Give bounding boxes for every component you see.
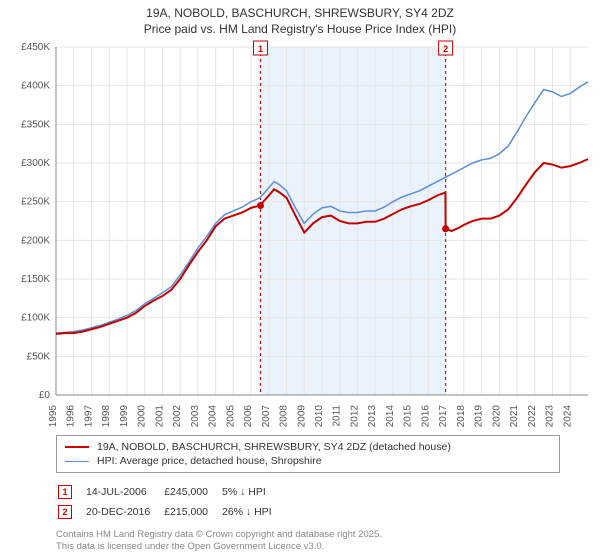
svg-text:2009: 2009	[296, 405, 307, 428]
marker-table: 1 14-JUL-2006£245,0005% ↓ HPI 2 20-DEC-2016…	[56, 481, 286, 523]
svg-text:£200K: £200K	[21, 236, 50, 247]
svg-text:1996: 1996	[66, 405, 77, 428]
marker-row: 2 20-DEC-2016£215,00026% ↓ HPI	[58, 503, 284, 521]
svg-text:2000: 2000	[137, 405, 148, 428]
legend-swatch-property	[65, 446, 89, 448]
svg-text:2005: 2005	[225, 405, 236, 428]
marker-badge: 1	[58, 485, 72, 499]
svg-text:2014: 2014	[385, 405, 396, 428]
marker-row: 1 14-JUL-2006£245,0005% ↓ HPI	[58, 483, 284, 501]
svg-text:1: 1	[258, 44, 263, 54]
legend-swatch-hpi	[65, 461, 89, 462]
svg-text:2010: 2010	[314, 405, 325, 428]
footer-line2: This data is licensed under the Open Gov…	[56, 541, 560, 552]
svg-text:£300K: £300K	[21, 158, 50, 169]
svg-text:2: 2	[443, 44, 448, 54]
svg-text:2003: 2003	[190, 405, 201, 428]
svg-text:2011: 2011	[332, 405, 343, 427]
svg-text:2022: 2022	[527, 405, 538, 428]
marker-badge: 2	[58, 505, 72, 519]
legend-row-hpi: HPI: Average price, detached house, Shro…	[65, 454, 551, 468]
svg-text:2007: 2007	[261, 405, 272, 428]
svg-text:2002: 2002	[172, 405, 183, 428]
chart-area: £0 £50K £100K £150K £200K £250K £300K £350K £400…	[0, 39, 600, 429]
title-line2: Price paid vs. HM Land Registry's House …	[8, 22, 592, 38]
svg-text:£450K: £450K	[21, 42, 50, 53]
legend-label-property: 19A, NOBOLD, BASCHURCH, SHREWSBURY, SY4 …	[97, 441, 451, 453]
svg-text:£50K: £50K	[27, 352, 51, 363]
svg-text:2012: 2012	[349, 405, 360, 428]
svg-text:2015: 2015	[403, 405, 414, 428]
legend: 19A, NOBOLD, BASCHURCH, SHREWSBURY, SY4 …	[56, 435, 560, 473]
title-line1: 19A, NOBOLD, BASCHURCH, SHREWSBURY, SY4 …	[8, 6, 592, 22]
footer-line1: Contains HM Land Registry data © Crown c…	[56, 529, 560, 540]
svg-text:£0: £0	[39, 390, 51, 401]
svg-text:£250K: £250K	[21, 197, 50, 208]
svg-text:2006: 2006	[243, 405, 254, 428]
marker-delta: 26% ↓ HPI	[222, 503, 284, 521]
footer: Contains HM Land Registry data © Crown c…	[56, 529, 560, 552]
svg-text:2017: 2017	[438, 405, 449, 428]
legend-row-property: 19A, NOBOLD, BASCHURCH, SHREWSBURY, SY4 …	[65, 440, 551, 454]
svg-text:2020: 2020	[491, 405, 502, 428]
svg-text:1998: 1998	[101, 405, 112, 428]
chart-title: 19A, NOBOLD, BASCHURCH, SHREWSBURY, SY4 …	[0, 0, 600, 39]
svg-text:2013: 2013	[367, 405, 378, 428]
svg-text:2004: 2004	[208, 405, 219, 428]
svg-text:2019: 2019	[474, 405, 485, 428]
svg-text:2023: 2023	[545, 405, 556, 428]
marker-price: £245,000	[164, 483, 220, 501]
svg-text:2018: 2018	[456, 405, 467, 428]
svg-text:2008: 2008	[279, 405, 290, 428]
svg-text:2001: 2001	[154, 405, 165, 428]
legend-label-hpi: HPI: Average price, detached house, Shro…	[97, 455, 322, 467]
svg-text:£350K: £350K	[21, 120, 50, 131]
marker-date: 14-JUL-2006	[86, 483, 162, 501]
svg-text:2024: 2024	[562, 405, 573, 428]
svg-text:1999: 1999	[119, 405, 130, 428]
svg-text:£150K: £150K	[21, 274, 50, 285]
svg-text:£400K: £400K	[21, 81, 50, 92]
marker-delta: 5% ↓ HPI	[222, 483, 284, 501]
svg-text:2021: 2021	[509, 405, 520, 428]
svg-text:1997: 1997	[83, 405, 94, 428]
svg-text:1995: 1995	[48, 405, 59, 428]
svg-text:£100K: £100K	[21, 313, 50, 324]
marker-date: 20-DEC-2016	[86, 503, 162, 521]
marker-price: £215,000	[164, 503, 220, 521]
svg-text:2016: 2016	[420, 405, 431, 428]
